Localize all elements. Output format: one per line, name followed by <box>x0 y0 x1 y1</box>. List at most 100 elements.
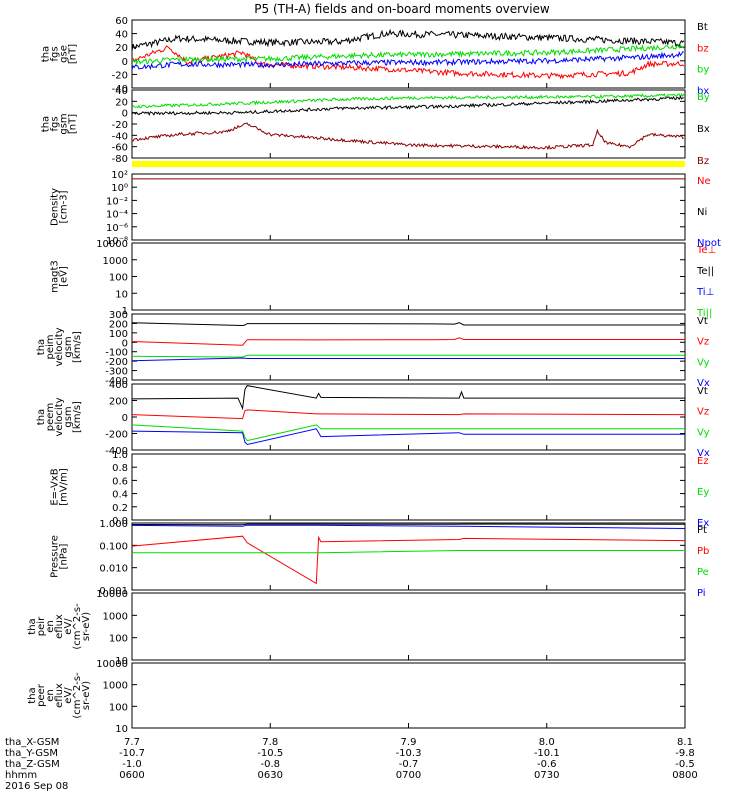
y-axis-label: (cm^2-s- <box>72 672 83 719</box>
panel-frame <box>131 89 686 159</box>
x-tick-label: 8.1 <box>677 737 693 748</box>
y-tick-label: 1000 <box>103 681 128 692</box>
y-tick-label: 10⁻⁴ <box>106 210 128 221</box>
x-row-label: tha_Z-GSM <box>5 759 60 770</box>
legend-Vx: Vx <box>697 448 710 459</box>
x-tick-label: 7.8 <box>262 737 278 748</box>
series-Vx-line <box>131 357 685 362</box>
y-tick-label: 0 <box>122 413 128 424</box>
y-tick-label: 10² <box>111 170 128 181</box>
y-axis-label: [cm-3] <box>59 190 70 223</box>
y-axis-label: eV/ <box>63 687 74 704</box>
series-Bz-line <box>131 122 684 151</box>
series-Vy-line <box>131 424 685 442</box>
y-tick-label: 0.100 <box>99 541 128 552</box>
y-axis-label: [km/s] <box>72 331 83 363</box>
panel-temperature: 10000 1000 100 10 1 magt3[eV] Te⊥ Te|| Ti⊥ Ti|| <box>50 239 717 319</box>
legend-Pb: Pb <box>697 546 709 557</box>
legend-By: By <box>697 92 710 103</box>
legend-Vx: Vx <box>697 378 710 389</box>
y-axis-label: [nT] <box>68 114 79 134</box>
y-axis-label: fgs <box>50 116 61 131</box>
panel-frame <box>131 662 686 729</box>
y-tick-label: -40 <box>112 131 128 142</box>
legend-Vt: Vt <box>697 386 708 397</box>
legend-Bx: Bx <box>697 124 710 135</box>
y-tick-label: 60 <box>115 16 128 27</box>
legend-Vz: Vz <box>697 337 709 348</box>
y-axis-label: tha <box>41 46 52 62</box>
series-by-line <box>131 44 684 66</box>
legend-bx: bx <box>697 86 709 97</box>
series-Vz-line <box>131 337 685 346</box>
y-axis-label: tha <box>36 409 47 425</box>
y-axis-label: velocity <box>54 327 65 366</box>
y-tick-label: 100 <box>109 702 128 713</box>
y-axis-label: E=-VxB <box>50 468 61 505</box>
x-tick-label: 8.0 <box>539 737 555 748</box>
legend-Ti||: Ti|| <box>696 308 712 319</box>
legend-Pt: Pt <box>697 525 707 536</box>
y-tick-label: 10000 <box>96 589 128 600</box>
x-tick-label: 0800 <box>672 770 697 781</box>
y-axis-label: eflux <box>54 614 65 639</box>
panel-frame <box>131 383 686 451</box>
y-axis-label: (cm^2-s- <box>72 603 83 650</box>
legend-Ex: Ex <box>697 518 709 529</box>
y-tick-label: -200 <box>105 430 128 441</box>
series-Vy-line <box>131 354 685 358</box>
panel-frame <box>131 522 686 591</box>
series-Vz-line <box>131 409 686 420</box>
y-axis-label: gse <box>59 45 70 63</box>
x-tick-label: 0700 <box>396 770 421 781</box>
x-tick-label: -0.7 <box>399 759 419 770</box>
legend-Ey: Ey <box>697 487 709 498</box>
x-tick-label: -1.0 <box>122 759 142 770</box>
panel-peer-flux: 10000 1000 100 10 thapeerenefluxeV/(cm^2-s-s… <box>27 659 686 735</box>
y-tick-label: -300 <box>105 367 128 378</box>
y-axis-label: sr-eV) <box>81 612 92 641</box>
legend-Npot: Npot <box>697 238 721 249</box>
y-axis-label: peer <box>36 683 47 707</box>
x-tick-label: -0.6 <box>537 759 557 770</box>
series-By-line <box>131 92 685 109</box>
panel-pressure: 1.000 0.100 0.010 0.001 Pressure[nPa] Pt Pb Pe P… <box>50 519 710 599</box>
series-Pi-line <box>131 524 686 529</box>
legend-Pe: Pe <box>697 567 709 578</box>
y-tick-label: -400 <box>105 446 128 457</box>
y-tick-label: 40 <box>115 30 128 41</box>
y-tick-label: 0 <box>122 57 128 68</box>
x-tick-label: -10.5 <box>257 748 283 759</box>
panel-peir-flux: 10000 1000 100 10 thapeirenefluxeV/(cm^2-s-s… <box>27 589 686 667</box>
series-Bx-line <box>131 95 684 116</box>
legend-Bt: Bt <box>697 22 708 33</box>
x-tick-label: -0.5 <box>675 759 695 770</box>
y-axis-label: [eV] <box>59 266 70 287</box>
x-tick-label: 0730 <box>534 770 559 781</box>
legend-Vy: Vy <box>697 427 710 438</box>
series-Pe-line <box>132 550 685 554</box>
series-Bt-line <box>131 28 685 51</box>
y-tick-label: 10000 <box>96 659 128 670</box>
y-tick-label: -400 <box>105 376 128 387</box>
y-axis-label: eV/ <box>63 618 74 635</box>
y-tick-label: 100 <box>109 273 128 284</box>
x-row-label: 2016 Sep 08 <box>5 781 68 792</box>
y-tick-label: 0 <box>122 109 128 120</box>
y-axis-label: [nT] <box>68 44 79 64</box>
y-axis-label: [km/s] <box>72 401 83 433</box>
y-tick-label: 10 <box>115 656 128 667</box>
panel-frame <box>131 453 686 521</box>
y-axis-label: gsm <box>63 336 74 357</box>
y-axis-label: sr-eV) <box>81 681 92 710</box>
y-tick-label: -80 <box>112 154 128 165</box>
y-axis-label: tha <box>27 618 38 634</box>
x-tick-label: -10.3 <box>396 748 422 759</box>
y-tick-label: 300 <box>109 310 128 321</box>
panel-frame <box>131 592 686 661</box>
y-tick-label: -20 <box>112 120 128 131</box>
y-tick-label: -20 <box>112 70 128 81</box>
x-row-label: tha_X-GSM <box>5 737 59 748</box>
